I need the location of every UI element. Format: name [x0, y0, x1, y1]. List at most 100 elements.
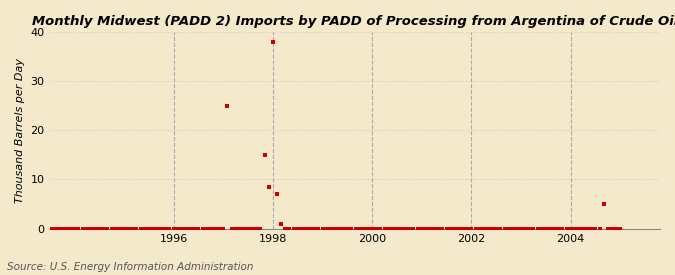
- Point: [40, 226, 51, 231]
- Point: [342, 226, 353, 231]
- Point: [354, 226, 365, 231]
- Point: [300, 226, 311, 231]
- Point: [73, 226, 84, 231]
- Point: [119, 226, 130, 231]
- Text: Source: U.S. Energy Information Administration: Source: U.S. Energy Information Administ…: [7, 262, 253, 272]
- Point: [65, 226, 76, 231]
- Point: [226, 226, 237, 231]
- Point: [367, 226, 377, 231]
- Point: [292, 226, 303, 231]
- Point: [329, 226, 340, 231]
- Point: [304, 226, 315, 231]
- Point: [499, 226, 510, 231]
- Point: [218, 226, 229, 231]
- Y-axis label: Thousand Barrels per Day: Thousand Barrels per Day: [15, 58, 25, 203]
- Point: [28, 226, 38, 231]
- Point: [425, 226, 435, 231]
- Point: [350, 226, 361, 231]
- Point: [333, 226, 344, 231]
- Point: [466, 226, 477, 231]
- Point: [483, 226, 493, 231]
- Point: [230, 226, 241, 231]
- Point: [549, 226, 560, 231]
- Point: [557, 226, 568, 231]
- Point: [57, 226, 68, 231]
- Point: [504, 226, 514, 231]
- Point: [594, 226, 605, 231]
- Point: [123, 226, 134, 231]
- Point: [371, 226, 381, 231]
- Point: [69, 226, 80, 231]
- Point: [408, 226, 419, 231]
- Point: [143, 226, 154, 231]
- Point: [441, 226, 452, 231]
- Point: [429, 226, 439, 231]
- Point: [160, 226, 171, 231]
- Point: [243, 226, 254, 231]
- Point: [392, 226, 402, 231]
- Point: [313, 226, 324, 231]
- Point: [164, 226, 175, 231]
- Point: [607, 226, 618, 231]
- Point: [433, 226, 443, 231]
- Point: [537, 226, 547, 231]
- Point: [276, 222, 287, 226]
- Point: [106, 226, 117, 231]
- Point: [479, 226, 489, 231]
- Point: [396, 226, 406, 231]
- Point: [458, 226, 468, 231]
- Point: [516, 226, 526, 231]
- Point: [561, 226, 572, 231]
- Point: [234, 226, 245, 231]
- Point: [603, 226, 614, 231]
- Point: [383, 226, 394, 231]
- Point: [222, 103, 233, 108]
- Point: [412, 226, 423, 231]
- Point: [379, 226, 390, 231]
- Point: [32, 226, 43, 231]
- Point: [450, 226, 460, 231]
- Point: [148, 226, 159, 231]
- Point: [168, 226, 179, 231]
- Point: [131, 226, 142, 231]
- Point: [36, 226, 47, 231]
- Point: [491, 226, 502, 231]
- Point: [176, 226, 187, 231]
- Point: [94, 226, 105, 231]
- Point: [152, 226, 163, 231]
- Point: [338, 226, 348, 231]
- Point: [44, 226, 55, 231]
- Point: [53, 226, 63, 231]
- Point: [532, 226, 543, 231]
- Point: [387, 226, 398, 231]
- Point: [462, 226, 472, 231]
- Point: [586, 226, 597, 231]
- Point: [475, 226, 485, 231]
- Point: [358, 226, 369, 231]
- Point: [570, 226, 580, 231]
- Point: [288, 226, 299, 231]
- Point: [582, 226, 593, 231]
- Point: [487, 226, 497, 231]
- Point: [86, 226, 97, 231]
- Point: [470, 226, 481, 231]
- Point: [317, 226, 328, 231]
- Point: [309, 226, 320, 231]
- Point: [139, 226, 150, 231]
- Point: [541, 226, 551, 231]
- Point: [193, 226, 204, 231]
- Point: [185, 226, 196, 231]
- Point: [524, 226, 535, 231]
- Point: [82, 226, 92, 231]
- Point: [615, 226, 626, 231]
- Title: Monthly Midwest (PADD 2) Imports by PADD of Processing from Argentina of Crude O: Monthly Midwest (PADD 2) Imports by PADD…: [32, 15, 675, 28]
- Point: [98, 226, 109, 231]
- Point: [296, 226, 307, 231]
- Point: [255, 226, 266, 231]
- Point: [446, 226, 456, 231]
- Point: [201, 226, 212, 231]
- Point: [400, 226, 410, 231]
- Point: [528, 226, 539, 231]
- Point: [520, 226, 531, 231]
- Point: [404, 226, 414, 231]
